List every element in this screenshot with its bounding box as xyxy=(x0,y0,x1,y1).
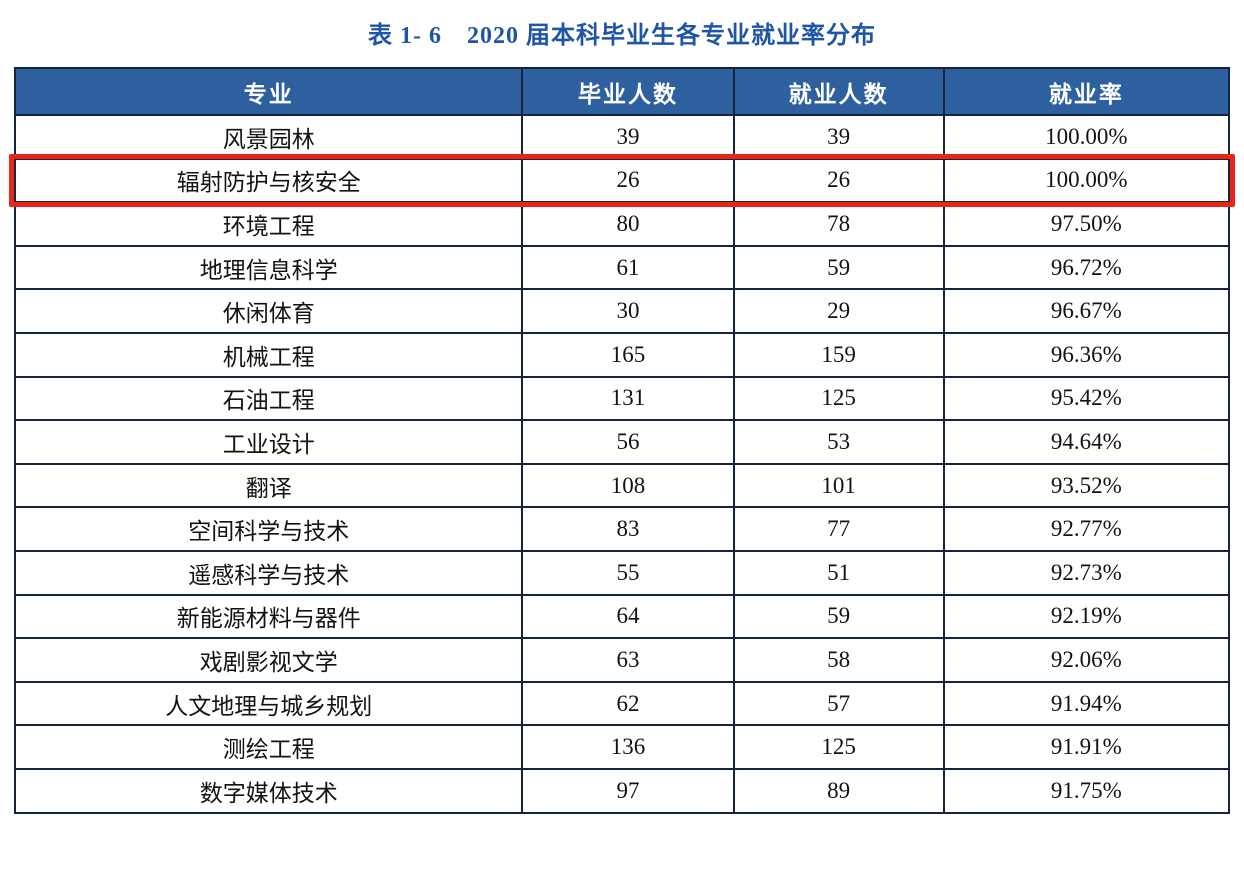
header-row: 专业 毕业人数 就业人数 就业率 xyxy=(13,67,1231,116)
major-cell: 工业设计 xyxy=(13,419,524,465)
table-row: 休闲体育 30 29 96.67% xyxy=(13,288,1231,334)
graduates-cell: 56 xyxy=(521,419,735,465)
graduates-cell: 62 xyxy=(521,680,735,727)
graduates-cell: 39 xyxy=(521,114,735,160)
employment-rate-table: 专业 毕业人数 就业人数 就业率 风景园林 39 39 100.00% 辐射防护与核安全 26 2… xyxy=(13,67,1231,814)
table-row: 人文地理与城乡规划 62 57 91.94% xyxy=(13,680,1231,727)
table-row: 遥感科学与技术 55 51 92.73% xyxy=(13,549,1231,596)
table-row: 工业设计 56 53 94.64% xyxy=(13,419,1231,465)
employed-cell: 159 xyxy=(732,331,945,378)
graduates-cell: 30 xyxy=(521,288,735,334)
major-cell: 地理信息科学 xyxy=(13,244,524,291)
employed-cell: 78 xyxy=(732,201,945,247)
rate-cell: 96.36% xyxy=(942,331,1231,378)
rate-cell: 96.67% xyxy=(942,288,1231,334)
graduates-cell: 26 xyxy=(521,157,735,204)
rate-cell: 100.00% xyxy=(942,157,1231,204)
graduates-cell: 83 xyxy=(521,506,735,552)
rate-cell: 100.00% xyxy=(942,114,1231,160)
column-header-2: 毕业人数 xyxy=(521,67,735,116)
major-cell: 翻译 xyxy=(13,462,524,509)
table-row: 戏剧影视文学 63 58 92.06% xyxy=(13,637,1231,683)
rate-cell: 91.94% xyxy=(942,680,1231,727)
major-cell: 人文地理与城乡规划 xyxy=(13,680,524,727)
rate-cell: 92.77% xyxy=(942,506,1231,552)
graduates-cell: 165 xyxy=(521,331,735,378)
table-row: 辐射防护与核安全 26 26 100.00% xyxy=(13,157,1231,204)
table-row: 石油工程 131 125 95.42% xyxy=(13,375,1231,422)
employed-cell: 77 xyxy=(732,506,945,552)
employed-cell: 58 xyxy=(732,637,945,683)
rate-cell: 92.19% xyxy=(942,593,1231,640)
column-header-1: 专业 xyxy=(13,67,524,116)
rate-cell: 93.52% xyxy=(942,462,1231,509)
table-row: 空间科学与技术 83 77 92.77% xyxy=(13,506,1231,552)
table-row: 机械工程 165 159 96.36% xyxy=(13,331,1231,378)
graduates-cell: 108 xyxy=(521,462,735,509)
major-cell: 环境工程 xyxy=(13,201,524,247)
graduates-cell: 55 xyxy=(521,549,735,596)
rate-cell: 95.42% xyxy=(942,375,1231,422)
major-cell: 风景园林 xyxy=(13,114,524,160)
employed-cell: 125 xyxy=(732,375,945,422)
rate-cell: 94.64% xyxy=(942,419,1231,465)
rate-cell: 92.73% xyxy=(942,549,1231,596)
graduates-cell: 97 xyxy=(521,767,735,814)
graduates-cell: 136 xyxy=(521,724,735,770)
employed-cell: 51 xyxy=(732,549,945,596)
table-row: 翻译 108 101 93.52% xyxy=(13,462,1231,509)
rate-cell: 92.06% xyxy=(942,637,1231,683)
graduates-cell: 61 xyxy=(521,244,735,291)
employed-cell: 57 xyxy=(732,680,945,727)
graduates-cell: 131 xyxy=(521,375,735,422)
rate-cell: 97.50% xyxy=(942,201,1231,247)
table-row: 地理信息科学 61 59 96.72% xyxy=(13,244,1231,291)
major-cell: 空间科学与技术 xyxy=(13,506,524,552)
employed-cell: 39 xyxy=(732,114,945,160)
employed-cell: 101 xyxy=(732,462,945,509)
graduates-cell: 80 xyxy=(521,201,735,247)
table-row: 测绘工程 136 125 91.91% xyxy=(13,724,1231,770)
major-cell: 新能源材料与器件 xyxy=(13,593,524,640)
employed-cell: 125 xyxy=(732,724,945,770)
column-header-4: 就业率 xyxy=(942,67,1231,116)
rate-cell: 96.72% xyxy=(942,244,1231,291)
employed-cell: 89 xyxy=(732,767,945,814)
graduates-cell: 64 xyxy=(521,593,735,640)
employed-cell: 59 xyxy=(732,593,945,640)
column-header-3: 就业人数 xyxy=(732,67,945,116)
major-cell: 遥感科学与技术 xyxy=(13,549,524,596)
rate-cell: 91.91% xyxy=(942,724,1231,770)
rate-cell: 91.75% xyxy=(942,767,1231,814)
major-cell: 戏剧影视文学 xyxy=(13,637,524,683)
table-row: 环境工程 80 78 97.50% xyxy=(13,201,1231,247)
employed-cell: 53 xyxy=(732,419,945,465)
table-row: 数字媒体技术 97 89 91.75% xyxy=(13,767,1231,814)
major-cell: 辐射防护与核安全 xyxy=(13,157,524,204)
graduates-cell: 63 xyxy=(521,637,735,683)
employed-cell: 26 xyxy=(732,157,945,204)
employed-cell: 29 xyxy=(732,288,945,334)
table-caption: 表 1- 6 2020 届本科毕业生各专业就业率分布 xyxy=(368,23,876,49)
major-cell: 数字媒体技术 xyxy=(13,767,524,814)
major-cell: 石油工程 xyxy=(13,375,524,422)
table-row: 新能源材料与器件 64 59 92.19% xyxy=(13,593,1231,640)
major-cell: 机械工程 xyxy=(13,331,524,378)
employed-cell: 59 xyxy=(732,244,945,291)
table-body: 风景园林 39 39 100.00% 辐射防护与核安全 26 26 100.00% 环境工程 80… xyxy=(13,114,1231,814)
major-cell: 测绘工程 xyxy=(13,724,524,770)
table-header: 专业 毕业人数 就业人数 就业率 xyxy=(13,67,1231,116)
major-cell: 休闲体育 xyxy=(13,288,524,334)
table-row: 风景园林 39 39 100.00% xyxy=(13,114,1231,160)
